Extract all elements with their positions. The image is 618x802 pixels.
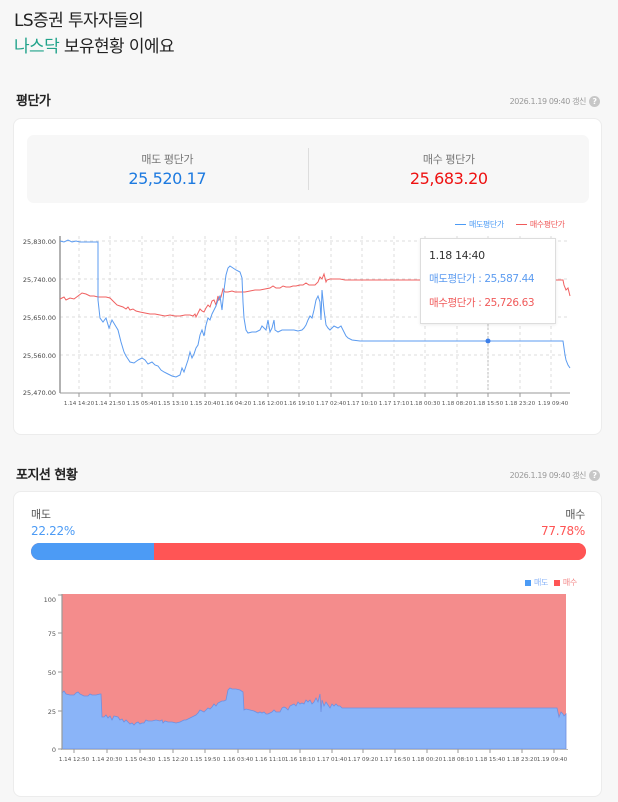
svg-text:1.15 20:40: 1.15 20:40 [190, 401, 221, 407]
position-updated-text: 2026.1.19 09:40 갱신 [509, 471, 587, 480]
sell-avg-line [59, 239, 571, 378]
avg-price-updated: 2026.1.19 09:40 갱신 ? [510, 96, 600, 107]
headline-line2: 나스닥 보유현황 이에요 [14, 34, 175, 60]
svg-text:1.16 12:00: 1.16 12:00 [253, 401, 284, 407]
svg-text:25,830.00: 25,830.00 [23, 238, 56, 246]
svg-text:1.15 05:40: 1.15 05:40 [127, 401, 158, 407]
sell-avg-price-label: 매도 평단가 [141, 152, 194, 166]
buy-position: 매수 77.78% [541, 506, 585, 538]
chart-tooltip: 1.18 14:40 매도평단가 : 25,587.44 매수평단가 : 25,… [420, 238, 556, 324]
legend-sell-avg[interactable]: 매도평단가 [455, 219, 504, 230]
hover-point [485, 338, 491, 344]
svg-text:25,560.00: 25,560.00 [23, 352, 56, 360]
svg-text:25,650.00: 25,650.00 [23, 314, 56, 322]
svg-text:1.16 19:10: 1.16 19:10 [284, 401, 315, 407]
sell-position-label: 매도 [31, 508, 51, 521]
legend-buy-label: 매수 [562, 578, 577, 587]
svg-text:1.17 02:40: 1.17 02:40 [316, 401, 347, 407]
legend-buy-label: 매수평단가 [529, 220, 565, 229]
tooltip-time: 1.18 14:40 [429, 249, 485, 262]
sell-position-pct: 22.22% [31, 524, 75, 538]
buy-avg-price-value: 25,683.20 [409, 168, 488, 188]
svg-text:25,470.00: 25,470.00 [23, 389, 56, 397]
position-section-title: 포지션 현황 [16, 468, 78, 483]
buy-position-pct: 77.78% [541, 524, 585, 538]
sell-avg-price: 매도 평단가 25,520.17 [27, 135, 308, 203]
headline-line2-rest: 보유현황 이에요 [59, 37, 175, 57]
legend-buy[interactable]: 매수 [553, 577, 577, 588]
headline-line1: LS증권 투자자들의 [14, 11, 144, 31]
svg-text:1.14 14:20: 1.14 14:20 [64, 401, 95, 407]
summary-divider [307, 148, 309, 190]
legend-line-icon [455, 223, 466, 226]
svg-text:25,740.00: 25,740.00 [23, 276, 56, 284]
svg-text:1.18 23:20: 1.18 23:20 [505, 401, 536, 407]
position-legend: 매도 매수 [525, 577, 577, 588]
avg-price-section-title: 평단가 [16, 94, 51, 109]
position-labels: 매도 22.22% 매수 77.78% [31, 506, 585, 538]
position-card: 매도 22.22% 매수 77.78% [13, 491, 602, 797]
svg-text:1.15 13:10: 1.15 13:10 [158, 401, 189, 407]
legend-sell-label: 매도 [534, 578, 548, 587]
svg-text:1.14 21:50: 1.14 21:50 [95, 401, 126, 407]
buy-ratio-segment [154, 543, 586, 560]
sell-avg-price-value: 25,520.17 [128, 168, 207, 188]
svg-text:1.17 17:10: 1.17 17:10 [379, 401, 410, 407]
buy-position-label: 매수 [565, 508, 585, 521]
sell-position: 매도 22.22% [31, 506, 75, 538]
svg-text:1.17 10:10: 1.17 10:10 [347, 401, 378, 407]
legend-square-icon [525, 579, 531, 586]
buy-avg-price-label: 매수 평단가 [422, 152, 475, 166]
buy-avg-price: 매수 평단가 25,683.20 [309, 135, 590, 203]
buy-avg-line [59, 272, 571, 319]
y-axis-labels: 25,830.00 25,740.00 25,650.00 25,560.00 … [23, 238, 56, 397]
help-icon[interactable]: ? [589, 470, 600, 481]
position-ratio-bar [31, 543, 586, 560]
position-updated: 2026.1.19 09:40 갱신 ? [510, 470, 600, 481]
headline-market-accent: 나스닥 [14, 37, 60, 57]
tooltip-buy: 매수평단가 : 25,726.63 [429, 297, 535, 309]
x-axis-labels: 1.14 14:20 1.14 21:50 1.15 05:40 1.15 13… [64, 401, 569, 407]
page-headline: LS증권 투자자들의 나스닥 보유현황 이에요 [14, 8, 175, 60]
avg-price-updated-text: 2026.1.19 09:40 갱신 [509, 97, 587, 106]
svg-text:1.18 15:50: 1.18 15:50 [473, 401, 504, 407]
legend-buy-avg[interactable]: 매수평단가 [515, 219, 565, 230]
legend-square-icon [553, 579, 560, 586]
svg-text:1.18 08:20: 1.18 08:20 [442, 401, 473, 407]
sell-ratio-segment [31, 543, 155, 560]
avg-price-summary: 매도 평단가 25,520.17 매수 평단가 25,683.20 [27, 135, 589, 203]
svg-text:1.16 04:20: 1.16 04:20 [221, 401, 252, 407]
avg-price-legend: 매도평단가 매수평단가 [455, 219, 565, 230]
svg-text:1.19 09:40: 1.19 09:40 [538, 401, 569, 407]
help-icon[interactable]: ? [589, 96, 600, 107]
tooltip-sell: 매도평단가 : 25,587.44 [429, 273, 535, 285]
svg-text:1.18 00:30: 1.18 00:30 [410, 401, 441, 407]
legend-sell-label: 매도평단가 [469, 220, 504, 229]
legend-line-icon [515, 223, 527, 226]
legend-sell[interactable]: 매도 [525, 577, 548, 588]
